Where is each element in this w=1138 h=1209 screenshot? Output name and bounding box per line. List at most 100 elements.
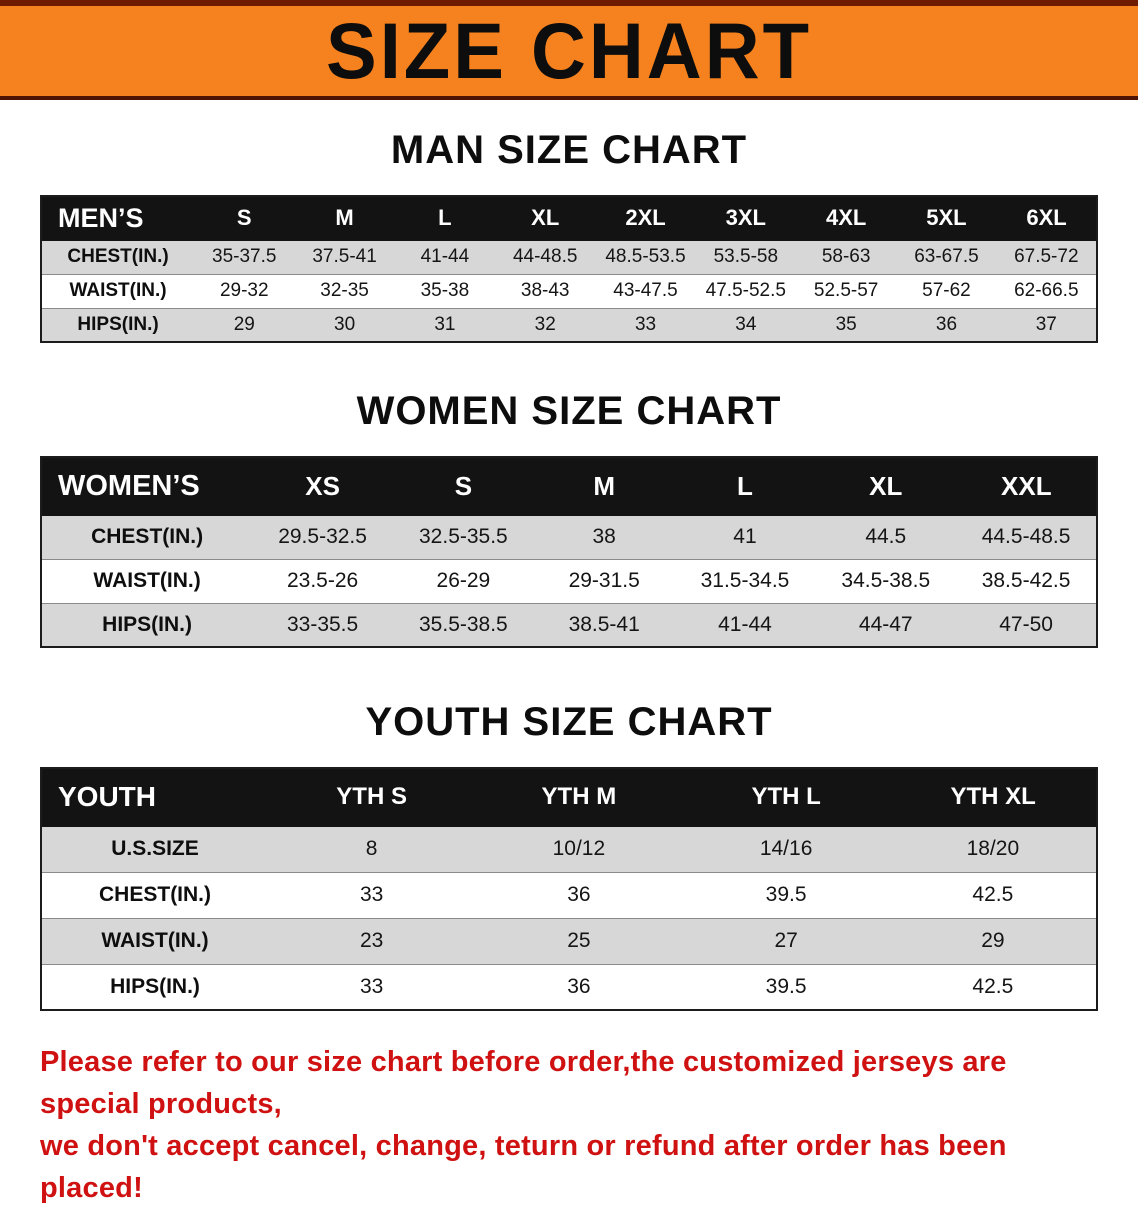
men-row-waist-in: WAIST(IN.) 29-32 32-35 35-38 38-43 43-47.5 47.… bbox=[41, 273, 1097, 308]
youth-col-header-yth-s: YTH S bbox=[267, 767, 476, 827]
size-value: 53.5-58 bbox=[695, 239, 796, 274]
size-value: 10/12 bbox=[475, 825, 683, 872]
size-value: 33 bbox=[268, 963, 476, 1010]
size-value: 36 bbox=[896, 307, 997, 342]
size-value: 27 bbox=[682, 917, 890, 964]
size-value: 31 bbox=[394, 307, 496, 342]
men-col-header-3xl: 3XL bbox=[695, 195, 797, 241]
youth-table-title: YOUTH bbox=[40, 767, 269, 827]
row-label: CHEST(IN.) bbox=[41, 239, 195, 274]
men-table-title: MEN’S bbox=[40, 195, 195, 241]
size-value: 39.5 bbox=[682, 963, 890, 1010]
youth-row-waist-in: WAIST(IN.) 23 25 27 29 bbox=[41, 917, 1097, 964]
size-value: 62-66.5 bbox=[996, 273, 1097, 308]
size-value: 47.5-52.5 bbox=[695, 273, 796, 308]
disclaimer-line-1: Please refer to our size chart before or… bbox=[40, 1046, 1007, 1121]
size-value: 48.5-53.5 bbox=[595, 239, 696, 274]
row-label: HIPS(IN.) bbox=[41, 963, 269, 1010]
size-value: 44.5-48.5 bbox=[956, 514, 1097, 559]
size-value: 35 bbox=[795, 307, 897, 342]
size-value: 29.5-32.5 bbox=[252, 514, 393, 559]
size-value: 47-50 bbox=[956, 602, 1097, 647]
size-value: 44-47 bbox=[815, 602, 957, 647]
youth-col-header-yth-l: YTH L bbox=[681, 767, 891, 827]
size-value: 31.5-34.5 bbox=[674, 558, 816, 603]
men-col-header-l: L bbox=[394, 195, 496, 241]
size-value: 36 bbox=[475, 871, 683, 918]
men-col-header-s: S bbox=[193, 195, 295, 241]
women-size-section: WOMEN SIZE CHART WOMEN’S XS S M L XL XXL CHEST(… bbox=[0, 389, 1138, 648]
size-value: 41-44 bbox=[394, 239, 496, 274]
youth-row-hips-in: HIPS(IN.) 33 36 39.5 42.5 bbox=[41, 963, 1097, 1010]
women-table-title: WOMEN’S bbox=[40, 456, 253, 516]
size-value: 23.5-26 bbox=[252, 558, 393, 603]
size-value: 41-44 bbox=[674, 602, 816, 647]
size-value: 63-67.5 bbox=[896, 239, 997, 274]
men-row-chest-in: CHEST(IN.) 35-37.5 37.5-41 41-44 44-48.5 48.5… bbox=[41, 239, 1097, 274]
women-col-header-l: L bbox=[674, 456, 816, 516]
women-section-heading: WOMEN SIZE CHART bbox=[356, 389, 782, 433]
men-size-table: MEN’S S M L XL 2XL 3XL 4XL 5XL 6XL CHEST(IN.) 35-37… bbox=[40, 195, 1098, 343]
size-value: 32-35 bbox=[294, 273, 395, 308]
size-value: 8 bbox=[268, 825, 476, 872]
men-section-heading: MAN SIZE CHART bbox=[390, 128, 748, 172]
youth-section-heading: YOUTH SIZE CHART bbox=[365, 700, 773, 744]
youth-size-section: YOUTH SIZE CHART YOUTH YTH S YTH M YTH L YTH… bbox=[0, 700, 1138, 1011]
size-value: 35-38 bbox=[394, 273, 496, 308]
men-row-hips-in: HIPS(IN.) 29 30 31 32 33 34 35 36 37 bbox=[41, 307, 1097, 342]
size-value: 37.5-41 bbox=[294, 239, 395, 274]
size-value: 30 bbox=[294, 307, 395, 342]
size-value: 38.5-41 bbox=[533, 602, 675, 647]
women-row-hips-in: HIPS(IN.) 33-35.5 35.5-38.5 38.5-41 41-44 44-… bbox=[41, 602, 1097, 647]
women-size-table: WOMEN’S XS S M L XL XXL CHEST(IN.) 29.5-32.5 32.5… bbox=[40, 456, 1098, 648]
size-value: 23 bbox=[268, 917, 476, 964]
size-value: 35.5-38.5 bbox=[392, 602, 534, 647]
size-value: 34 bbox=[695, 307, 796, 342]
row-label: U.S.SIZE bbox=[41, 825, 269, 872]
size-value: 67.5-72 bbox=[996, 239, 1097, 274]
men-col-header-4xl: 4XL bbox=[795, 195, 897, 241]
size-value: 39.5 bbox=[682, 871, 890, 918]
size-value: 36 bbox=[475, 963, 683, 1010]
youth-row-u-s-size: U.S.SIZE 8 10/12 14/16 18/20 bbox=[41, 825, 1097, 872]
page-title: SIZE CHART bbox=[326, 6, 812, 96]
men-col-header-m: M bbox=[293, 195, 396, 241]
men-header-row: MEN’S S M L XL 2XL 3XL 4XL 5XL 6XL bbox=[40, 195, 1098, 241]
size-value: 26-29 bbox=[392, 558, 534, 603]
disclaimer-line-2: we don't accept cancel, change, teturn o… bbox=[40, 1130, 1007, 1205]
size-chart-banner: SIZE CHART bbox=[0, 0, 1138, 100]
size-value: 29-32 bbox=[194, 273, 295, 308]
size-value: 38-43 bbox=[495, 273, 596, 308]
size-value: 38.5-42.5 bbox=[956, 558, 1097, 603]
row-label: CHEST(IN.) bbox=[41, 871, 269, 918]
row-label: HIPS(IN.) bbox=[41, 307, 195, 342]
size-value: 33 bbox=[268, 871, 476, 918]
youth-col-header-yth-m: YTH M bbox=[474, 767, 684, 827]
size-value: 32.5-35.5 bbox=[392, 514, 534, 559]
men-size-section: MAN SIZE CHART MEN’S S M L XL 2XL 3XL 4XL 5XL 6XL… bbox=[0, 128, 1138, 343]
size-value: 37 bbox=[996, 307, 1097, 342]
size-value: 34.5-38.5 bbox=[815, 558, 957, 603]
women-row-chest-in: CHEST(IN.) 29.5-32.5 32.5-35.5 38 41 44.5 44.5… bbox=[41, 514, 1097, 559]
size-value: 29 bbox=[194, 307, 295, 342]
size-value: 38 bbox=[533, 514, 675, 559]
size-value: 25 bbox=[475, 917, 683, 964]
women-col-header-m: M bbox=[533, 456, 676, 516]
size-value: 18/20 bbox=[889, 825, 1097, 872]
row-label: WAIST(IN.) bbox=[41, 558, 253, 603]
size-value: 58-63 bbox=[795, 239, 897, 274]
size-value: 33 bbox=[595, 307, 696, 342]
size-value: 44.5 bbox=[815, 514, 957, 559]
men-col-header-5xl: 5XL bbox=[895, 195, 998, 241]
size-value: 35-37.5 bbox=[194, 239, 295, 274]
women-row-waist-in: WAIST(IN.) 23.5-26 26-29 29-31.5 31.5-34.5 34… bbox=[41, 558, 1097, 603]
row-label: WAIST(IN.) bbox=[41, 917, 269, 964]
women-col-header-xxl: XXL bbox=[955, 456, 1098, 516]
size-value: 14/16 bbox=[682, 825, 890, 872]
youth-row-chest-in: CHEST(IN.) 33 36 39.5 42.5 bbox=[41, 871, 1097, 918]
youth-col-header-yth-xl: YTH XL bbox=[889, 767, 1098, 827]
row-label: CHEST(IN.) bbox=[41, 514, 253, 559]
size-value: 33-35.5 bbox=[252, 602, 393, 647]
row-label: WAIST(IN.) bbox=[41, 273, 195, 308]
size-value: 57-62 bbox=[896, 273, 997, 308]
